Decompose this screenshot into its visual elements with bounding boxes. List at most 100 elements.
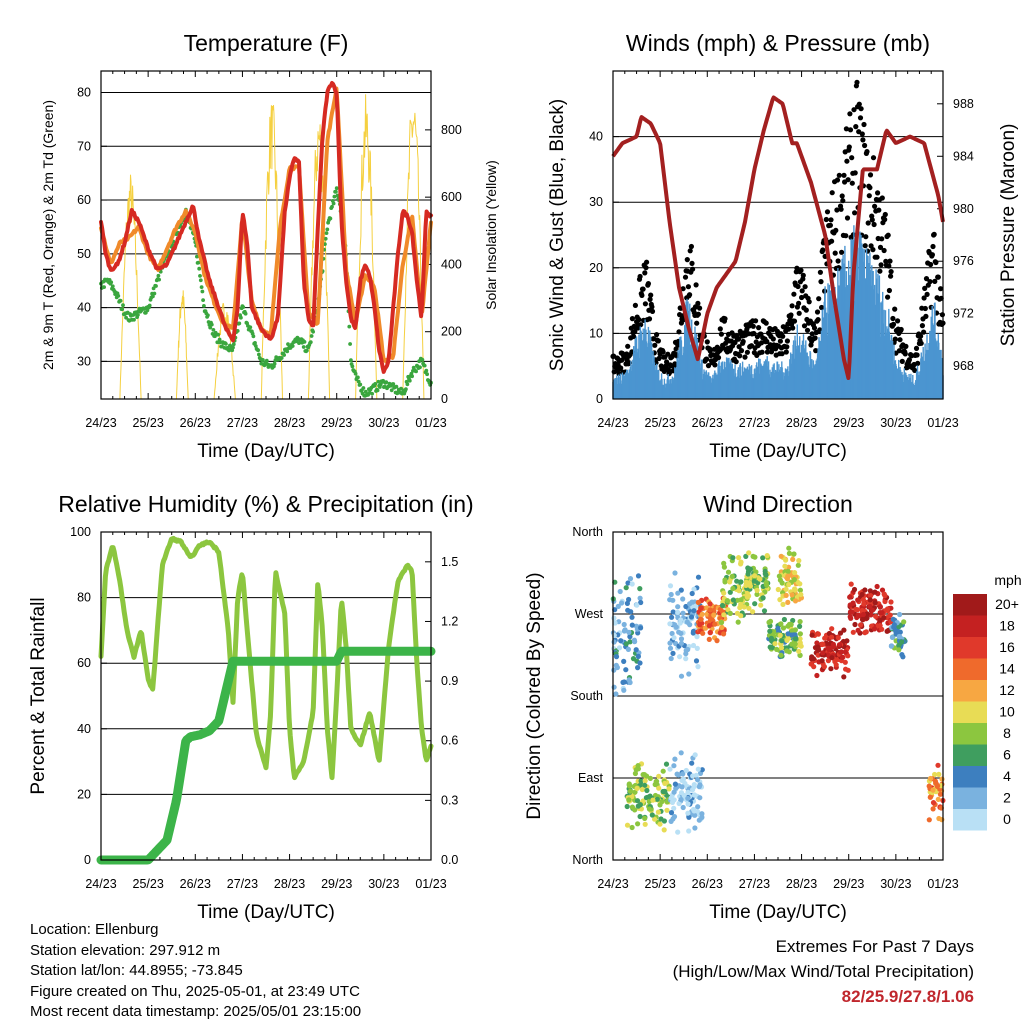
dewpoint-point (279, 356, 284, 360)
direction-point (637, 595, 643, 601)
x-tick-label: 25/23 (133, 877, 164, 891)
gust-point (874, 254, 880, 260)
humidity-line (98, 535, 434, 781)
direction-point (624, 822, 631, 828)
direction-point (896, 643, 902, 649)
y-tick-label: South (570, 689, 603, 703)
gust-point (875, 190, 881, 196)
dewpoint-point (241, 305, 246, 309)
gust-point (660, 349, 666, 355)
dewpoint-point (361, 386, 366, 390)
direction-point (735, 619, 741, 625)
y-tick-label: 60 (77, 656, 91, 670)
colorbar-label: 12 (999, 682, 1015, 698)
dewpoint-point (370, 391, 374, 396)
direction-point (879, 587, 886, 593)
direction-point (767, 628, 773, 634)
direction-point (693, 658, 700, 664)
gust-point (819, 304, 825, 311)
direction-point (654, 796, 660, 802)
gust-point (899, 358, 905, 364)
direction-point (874, 583, 880, 590)
dewpoint-point (305, 348, 309, 353)
gust-point (801, 323, 808, 329)
gust-point (836, 172, 842, 178)
gust-point (764, 349, 771, 355)
direction-point (897, 611, 903, 618)
direction-point (751, 573, 758, 579)
gust-point (896, 348, 903, 354)
direction-point (618, 638, 624, 644)
direction-point (683, 603, 689, 610)
colorbar-swatch (953, 637, 987, 659)
gust-point (847, 127, 854, 133)
gust-point (824, 209, 831, 215)
gust-point (740, 338, 746, 345)
direction-point (792, 586, 798, 592)
direction-point (768, 635, 775, 642)
direction-point (649, 812, 655, 818)
y2-tick-label: 600 (441, 190, 462, 204)
gust-point (862, 142, 868, 149)
direction-point (694, 777, 701, 783)
gust-point (656, 355, 662, 362)
direction-point (621, 621, 627, 628)
dewpoint-point (323, 236, 328, 241)
direction-point (635, 573, 642, 579)
y2-tick-label: 968 (953, 359, 974, 373)
direction-point (678, 640, 685, 646)
y-tick-label: 30 (589, 195, 603, 209)
gust-point (804, 327, 811, 333)
x-tick-label: 30/23 (880, 416, 911, 430)
gust-point (806, 299, 812, 305)
direction-point (675, 772, 682, 778)
direction-point (671, 635, 677, 641)
direction-point (635, 763, 641, 769)
gust-point (798, 267, 804, 273)
direction-point (862, 630, 868, 636)
colorbar-swatch (953, 701, 987, 723)
dewpoint-point (309, 334, 314, 338)
colorbar-label: 20+ (995, 596, 1019, 612)
gust-point (919, 323, 926, 329)
gust-point (859, 131, 865, 137)
direction-point (676, 629, 682, 635)
colorbar-label: 8 (1003, 725, 1011, 741)
direction-point (696, 784, 702, 790)
chart-title: Winds (mph) & Pressure (mb) (626, 30, 930, 56)
direction-point (737, 579, 744, 585)
y2-tick-label: 400 (441, 257, 462, 271)
insolation-day (307, 124, 331, 400)
direction-point (626, 596, 632, 603)
x-tick-label: 24/23 (85, 416, 116, 430)
dewpoint-point (251, 334, 256, 339)
gust-point (903, 343, 909, 349)
direction-point (678, 750, 684, 756)
plot-border (612, 70, 944, 400)
direction-point (727, 579, 733, 585)
gust-point (642, 301, 649, 307)
colorbar-swatch (953, 723, 987, 745)
gust-point (796, 310, 802, 316)
gust-point (649, 304, 655, 310)
gust-point (818, 279, 824, 285)
direction-point (896, 647, 902, 653)
gust-point (647, 296, 653, 302)
colorbar-label: 18 (999, 618, 1015, 634)
direction-point (668, 655, 674, 662)
direction-point (694, 645, 700, 652)
gust-point (695, 300, 701, 306)
dewpoint-point (102, 285, 106, 289)
dewpoint-point (308, 340, 313, 344)
direction-point (754, 587, 760, 594)
direction-point (666, 786, 672, 792)
gust-point (687, 292, 693, 298)
direction-series (610, 545, 946, 835)
direction-point (690, 773, 696, 779)
direction-point (884, 606, 891, 612)
direction-point (889, 634, 896, 641)
gust-point (827, 222, 834, 228)
x-tick-label: 26/23 (692, 416, 723, 430)
direction-point (841, 674, 847, 680)
direction-point (829, 634, 835, 640)
